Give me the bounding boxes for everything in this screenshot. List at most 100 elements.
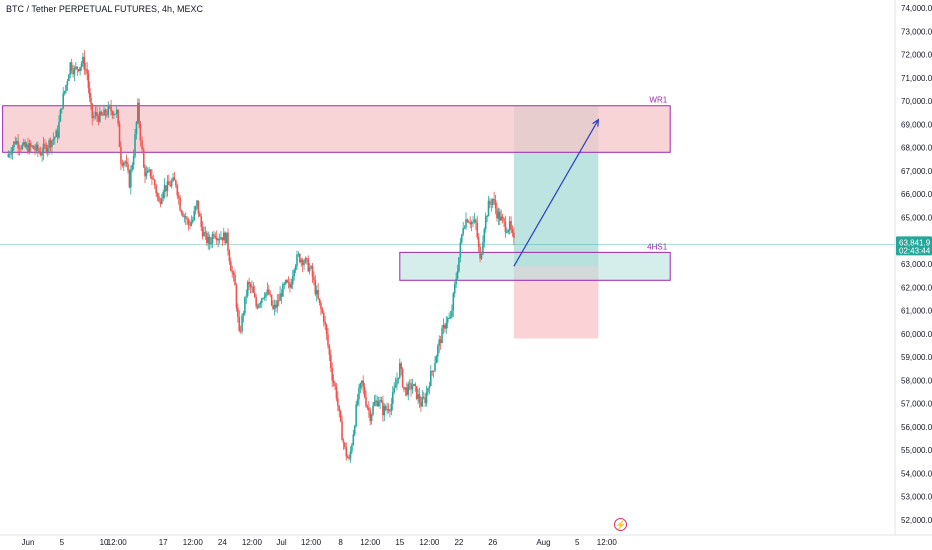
- candle-body: [173, 177, 176, 181]
- candle-body: [513, 232, 515, 239]
- candle-body: [396, 379, 398, 385]
- candle-body: [332, 380, 335, 384]
- x-tick-label: 8: [338, 538, 343, 547]
- candle-body: [56, 130, 59, 138]
- candle-body: [121, 163, 124, 166]
- candle-body: [183, 216, 186, 217]
- candle-body: [294, 266, 297, 270]
- candle-body: [230, 261, 232, 272]
- candle-body: [296, 254, 298, 267]
- candle-body: [76, 66, 79, 70]
- candle-body: [258, 304, 260, 308]
- candle-body: [493, 199, 495, 201]
- candle-body: [151, 176, 153, 179]
- y-tick-label: 54,000.0: [901, 469, 932, 478]
- candle-body: [498, 211, 501, 221]
- x-tick-label: 17: [159, 538, 168, 547]
- candle-body: [210, 243, 212, 245]
- candle-body: [441, 328, 443, 344]
- candle-body: [375, 400, 377, 402]
- candle-body: [320, 302, 322, 309]
- zone-label-4hs1: 4HS1: [647, 242, 668, 251]
- candle-body: [130, 169, 132, 188]
- candle-body: [458, 257, 460, 272]
- candle-body: [20, 148, 22, 150]
- candle-body: [125, 161, 128, 165]
- candle-body: [507, 230, 510, 233]
- candle-body: [149, 169, 152, 177]
- candle-body: [414, 384, 417, 387]
- candle-body: [182, 213, 184, 217]
- candle-body: [266, 289, 269, 293]
- candle-body: [310, 266, 312, 268]
- candle-body: [252, 286, 255, 293]
- candle-body: [238, 316, 241, 331]
- candle-body: [315, 290, 318, 295]
- candle-body: [138, 102, 140, 124]
- candle-body: [239, 330, 242, 332]
- candle-body: [107, 105, 110, 116]
- candle-body: [242, 313, 245, 316]
- candle-body: [479, 246, 481, 259]
- candle-body: [508, 221, 511, 231]
- candle-body: [49, 140, 52, 148]
- candle-body: [139, 123, 142, 141]
- candle-body: [211, 234, 214, 244]
- y-tick-label: 55,000.0: [901, 446, 932, 455]
- candle-body: [62, 93, 65, 109]
- candle-body: [193, 211, 195, 220]
- candle-body: [69, 62, 72, 76]
- candle-body: [353, 426, 356, 435]
- candle-body: [197, 200, 200, 214]
- candle-body: [97, 116, 100, 122]
- x-tick-label: 12:00: [107, 538, 128, 547]
- candle-body: [393, 387, 395, 393]
- candle-body: [486, 216, 488, 218]
- candle-body: [131, 164, 134, 170]
- candle-body: [480, 254, 483, 259]
- x-tick-label: Jul: [276, 538, 286, 547]
- candle-body: [186, 218, 188, 220]
- candle-body: [506, 232, 508, 233]
- candle-body: [145, 172, 148, 177]
- x-tick-label: 12:00: [183, 538, 204, 547]
- x-tick-label: 22: [454, 538, 463, 547]
- candle-body: [68, 75, 70, 81]
- candle-body: [194, 206, 197, 212]
- candle-body: [355, 404, 357, 427]
- candle-body: [399, 363, 401, 378]
- lightning-icon[interactable]: ⚡: [614, 518, 627, 531]
- candle-body: [321, 308, 324, 313]
- candle-body: [304, 258, 307, 263]
- candle-body: [358, 387, 360, 400]
- candle-body: [162, 191, 164, 199]
- candle-body: [18, 148, 21, 150]
- candle-body: [13, 141, 15, 148]
- candle-body: [101, 114, 104, 116]
- candle-body: [272, 305, 274, 309]
- candle-body: [384, 406, 387, 410]
- x-tick-label: 5: [575, 538, 580, 547]
- candle-body: [459, 242, 462, 258]
- candle-body: [425, 392, 428, 404]
- candle-body: [342, 440, 345, 443]
- y-tick-label: 68,000.0: [901, 144, 932, 153]
- candle-body: [360, 380, 363, 384]
- candle-body: [83, 56, 86, 70]
- candle-body: [165, 185, 167, 192]
- candle-body: [472, 221, 474, 223]
- candle-body: [365, 396, 367, 406]
- candle-body: [445, 322, 448, 329]
- candle-body: [231, 271, 234, 273]
- candle-body: [407, 384, 410, 395]
- candle-body: [297, 253, 300, 255]
- candle-body: [466, 219, 469, 223]
- candle-body: [245, 295, 248, 297]
- candle-body: [377, 401, 380, 407]
- candle-body: [387, 409, 390, 411]
- candle-body: [208, 236, 211, 245]
- y-tick-label: 57,000.0: [901, 400, 932, 409]
- candle-body: [422, 397, 425, 399]
- y-tick-label: 73,000.0: [901, 27, 932, 36]
